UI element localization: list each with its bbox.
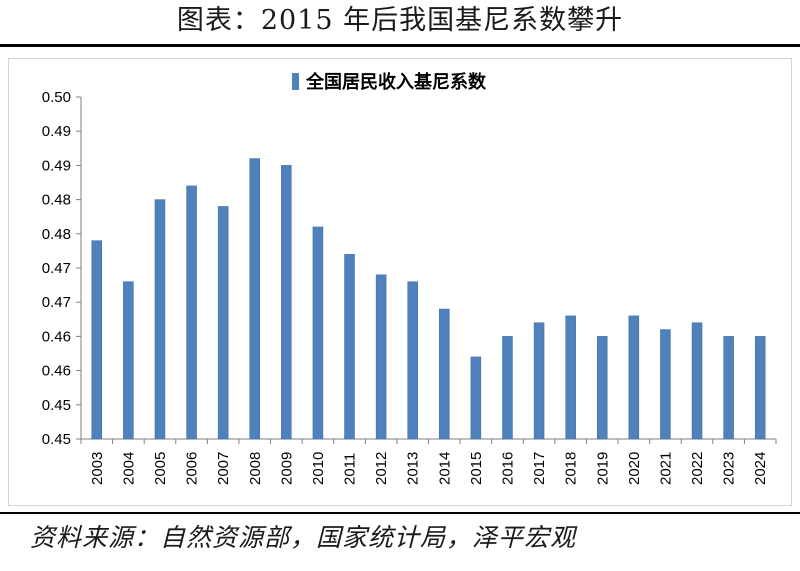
x-tick-label: 2023 <box>721 452 738 485</box>
bar-2018 <box>565 315 576 440</box>
y-tick-label: 0.49 <box>42 157 71 174</box>
y-axis: 0.45 0.45 0.46 0.46 0.47 0.47 0.48 0.48 0.49 0.49… <box>42 89 82 448</box>
bar-2010 <box>312 226 324 440</box>
bar-2019 <box>597 336 608 440</box>
x-tick-label: 2019 <box>594 452 611 485</box>
bar-2021 <box>660 329 671 440</box>
bar-series <box>91 158 766 440</box>
bar-2014 <box>439 308 450 440</box>
bar-2024 <box>754 336 766 440</box>
x-tick-label: 2007 <box>215 452 232 485</box>
x-tick-label: 2024 <box>752 452 769 485</box>
chart-container: 全国居民收入基尼系数 0.45 0.45 0.46 0.46 0.47 0.47 0.48 0… <box>8 58 792 506</box>
legend-label: 全国居民收入基尼系数 <box>305 71 487 92</box>
footer-divider <box>0 512 800 514</box>
x-axis: 2003 2004 2005 2006 2007 2008 2009 2010 2011 2012… <box>80 438 777 485</box>
x-tick-label: 2011 <box>342 453 359 485</box>
gini-bar-chart: 全国居民收入基尼系数 0.450.450.460.460.470.470.480… <box>42 71 777 485</box>
x-tick-label: 2021 <box>657 452 674 485</box>
legend-swatch <box>292 73 299 90</box>
y-tick-label: 0.46 <box>42 328 71 345</box>
bar-2023 <box>723 336 734 440</box>
bar-2016 <box>502 336 513 440</box>
x-tick-label: 2016 <box>499 452 516 485</box>
bar-2009 <box>281 165 292 440</box>
bar-2013 <box>407 281 418 440</box>
bar-2006 <box>186 185 197 440</box>
y-tick-label: 0.47 <box>42 294 71 311</box>
source-note: 资料来源：自然资源部，国家统计局，泽平宏观 <box>30 523 577 552</box>
bar-2011 <box>344 254 355 440</box>
bar-2005 <box>154 199 166 440</box>
x-tick-label: 2012 <box>373 452 390 485</box>
page-title: 图表：2015 年后我国基尼系数攀升 <box>176 5 624 36</box>
x-tick-label: 2006 <box>184 452 201 485</box>
x-tick-label: 2005 <box>152 452 169 485</box>
x-tick-label: 2020 <box>626 452 643 485</box>
x-tick-label: 2009 <box>278 452 295 485</box>
title-divider <box>0 44 800 47</box>
bar-2004 <box>123 281 134 440</box>
x-tick-label: 2018 <box>563 452 580 485</box>
y-tick-label: 0.45 <box>42 431 71 448</box>
bar-2015 <box>470 356 482 440</box>
x-tick-label: 2017 <box>531 452 548 485</box>
bar-2017 <box>533 322 545 440</box>
bar-2008 <box>249 158 260 440</box>
x-tick-label: 2013 <box>405 452 422 485</box>
y-tick-label: 0.48 <box>42 192 71 209</box>
y-tick-label: 0.47 <box>42 260 71 277</box>
x-tick-label: 2022 <box>689 452 706 485</box>
x-tick-label: 2008 <box>247 452 264 485</box>
y-tick-label: 0.46 <box>42 363 71 380</box>
y-tick-label: 0.50 <box>42 89 71 106</box>
bar-2022 <box>691 322 703 440</box>
y-tick-label: 0.49 <box>42 123 71 140</box>
x-tick-label: 2010 <box>310 452 327 485</box>
bar-2020 <box>628 315 640 440</box>
x-tick-label: 2015 <box>468 452 485 485</box>
bar-2003 <box>91 240 103 440</box>
chart-legend: 全国居民收入基尼系数 <box>292 71 487 92</box>
y-tick-label: 0.45 <box>42 397 71 414</box>
x-tick-label: 2014 <box>436 452 453 485</box>
bar-2012 <box>375 274 387 440</box>
bar-2007 <box>217 206 229 440</box>
y-tick-label: 0.48 <box>42 226 71 243</box>
x-tick-label: 2003 <box>89 452 106 485</box>
x-tick-label: 2004 <box>120 452 137 485</box>
